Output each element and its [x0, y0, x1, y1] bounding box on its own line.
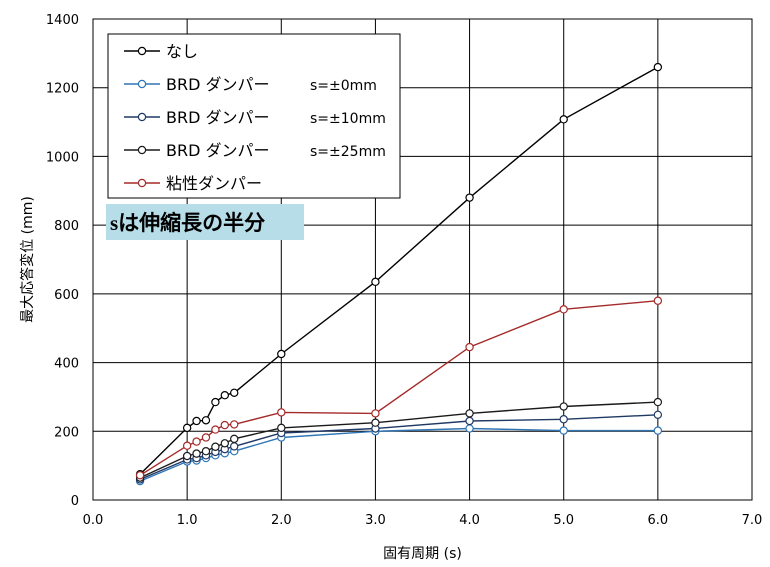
data-point — [559, 415, 568, 424]
data-point — [371, 418, 380, 427]
y-tick-label: 600 — [54, 288, 79, 303]
data-point — [230, 434, 239, 444]
annotation: sは伸縮長の半分 — [106, 204, 304, 240]
x-tick-label: 3.0 — [365, 513, 386, 528]
y-tick-label: 800 — [54, 219, 79, 234]
data-point — [201, 433, 211, 442]
data-point — [220, 439, 229, 448]
x-tick-label: 5.0 — [553, 513, 574, 528]
data-point — [182, 423, 192, 433]
data-point — [465, 193, 474, 202]
legend-marker — [137, 79, 147, 89]
data-point — [211, 397, 220, 407]
series-line — [139, 401, 658, 479]
grid — [92, 18, 753, 501]
data-point — [220, 391, 229, 400]
data-point — [201, 416, 211, 425]
y-tick-label: 0 — [71, 494, 79, 509]
data-point — [135, 471, 145, 480]
series-group — [135, 62, 663, 486]
data-point — [192, 437, 201, 446]
data-point — [653, 296, 663, 305]
y-axis-title: 最大応答変位 (mm) — [19, 196, 36, 323]
legend-suffix: s=±25mm — [310, 144, 386, 160]
data-point — [182, 441, 192, 450]
series-4 — [135, 397, 663, 482]
data-point — [230, 388, 239, 398]
x-axis-title: 固有周期 (s) — [383, 546, 462, 562]
y-tick-label: 200 — [54, 425, 79, 440]
data-point — [182, 451, 192, 461]
x-tick-label: 6.0 — [648, 513, 669, 528]
x-tick-label: 1.0 — [177, 513, 198, 528]
legend-label: なし — [166, 42, 198, 61]
legend-item: BRD ダンパー s=±0mm — [124, 75, 377, 94]
data-point — [653, 62, 663, 72]
x-tick-label: 0.0 — [83, 513, 104, 528]
data-point — [653, 410, 663, 419]
x-tick-label: 2.0 — [271, 513, 292, 528]
data-point — [653, 426, 663, 435]
legend-marker — [137, 145, 147, 155]
x-tick-label: 4.0 — [459, 513, 480, 528]
data-point — [192, 449, 201, 458]
data-point — [465, 342, 474, 352]
legend-label: BRD ダンパー — [166, 75, 270, 94]
legend: なし BRD ダンパー s=±0mm BRD ダンパー s=±10mm BRD ダンパー s… — [107, 33, 401, 199]
y-tick-label: 1200 — [46, 82, 79, 97]
legend-suffix: s=±0mm — [310, 78, 377, 94]
y-tick-label: 1000 — [46, 150, 79, 165]
data-point — [371, 277, 380, 287]
series-5 — [135, 296, 663, 480]
legend-item: なし — [124, 42, 198, 61]
data-point — [211, 442, 220, 451]
data-point — [201, 447, 211, 456]
annotation-text: sは伸縮長の半分 — [110, 211, 265, 235]
data-point — [559, 426, 568, 435]
legend-suffix: s=±10mm — [310, 111, 386, 127]
data-point — [465, 416, 474, 426]
legend-box — [107, 33, 401, 199]
plot-area — [92, 18, 753, 501]
data-point — [465, 424, 474, 433]
legend-item: BRD ダンパー s=±10mm — [124, 108, 386, 127]
legend-marker — [137, 112, 147, 122]
data-point — [371, 409, 380, 418]
data-point — [277, 423, 286, 433]
legend-label: BRD ダンパー — [166, 141, 270, 160]
legend-marker — [137, 46, 147, 56]
data-point — [192, 416, 201, 426]
legend-item: BRD ダンパー s=±25mm — [124, 141, 386, 160]
data-point — [220, 420, 229, 430]
annotation-box — [106, 204, 304, 240]
y-tick-label: 1400 — [46, 13, 79, 28]
x-tick-label: 7.0 — [742, 513, 763, 528]
y-tick-label: 400 — [54, 357, 79, 372]
data-point — [277, 408, 286, 417]
legend-label: BRD ダンパー — [166, 108, 270, 127]
axis-ticks: 0.0 1.0 2.0 3.0 4.0 5.0 6.0 7.0 0 200 400 600 800 100… — [46, 13, 762, 528]
legend-label: 粘性ダンパー — [166, 174, 262, 193]
data-point — [653, 397, 663, 407]
legend-item: 粘性ダンパー — [124, 174, 262, 193]
data-point — [277, 349, 286, 359]
data-point — [465, 409, 474, 418]
legend-marker — [137, 178, 147, 188]
data-point — [559, 402, 568, 411]
legend-items: なし BRD ダンパー s=±0mm BRD ダンパー s=±10mm BRD ダンパー s… — [124, 42, 386, 193]
data-point — [211, 425, 220, 434]
data-point — [230, 442, 239, 451]
data-point — [559, 115, 568, 124]
data-point — [230, 420, 239, 429]
data-point — [559, 305, 568, 314]
